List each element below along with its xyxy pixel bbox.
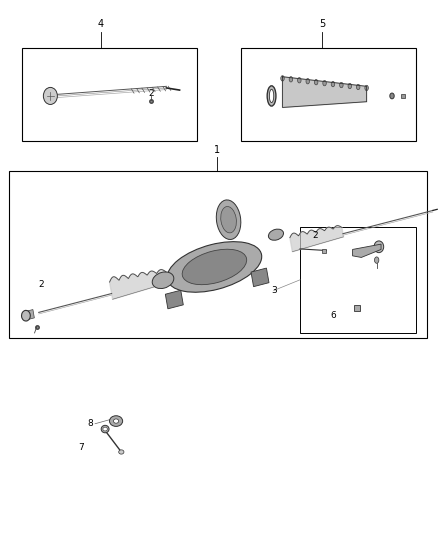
Polygon shape (283, 77, 367, 108)
Ellipse shape (297, 78, 301, 83)
Ellipse shape (216, 200, 241, 239)
Ellipse shape (267, 86, 276, 106)
Ellipse shape (182, 249, 247, 285)
Bar (26, 310, 34, 320)
Ellipse shape (167, 241, 262, 292)
Text: 3: 3 (271, 286, 277, 295)
Polygon shape (110, 270, 168, 300)
Ellipse shape (331, 82, 335, 87)
Bar (22, 48, 197, 141)
Ellipse shape (152, 272, 174, 288)
Ellipse shape (119, 450, 124, 454)
Text: 1: 1 (214, 144, 220, 155)
Ellipse shape (269, 89, 274, 102)
Polygon shape (290, 225, 343, 252)
Text: 2: 2 (313, 231, 318, 240)
Ellipse shape (21, 310, 30, 321)
Text: 7: 7 (78, 443, 84, 452)
Ellipse shape (357, 84, 360, 90)
Ellipse shape (374, 241, 384, 253)
Ellipse shape (101, 425, 109, 433)
Ellipse shape (339, 83, 343, 88)
Text: 6: 6 (330, 311, 336, 320)
Bar (241, 48, 416, 141)
Text: 5: 5 (319, 19, 325, 29)
Ellipse shape (113, 419, 119, 423)
Ellipse shape (221, 206, 237, 233)
Text: 8: 8 (87, 419, 93, 428)
Bar (300, 227, 416, 333)
Ellipse shape (365, 85, 368, 91)
Ellipse shape (110, 416, 123, 426)
Text: 2: 2 (148, 89, 154, 98)
Bar (9, 171, 427, 338)
Ellipse shape (306, 78, 310, 84)
Text: 2: 2 (39, 280, 44, 288)
Ellipse shape (348, 83, 352, 88)
Ellipse shape (314, 79, 318, 85)
Ellipse shape (323, 80, 326, 86)
Ellipse shape (281, 76, 284, 81)
Ellipse shape (268, 229, 283, 240)
Bar (165, 290, 184, 309)
Ellipse shape (43, 87, 57, 104)
Bar (251, 268, 269, 287)
Ellipse shape (289, 77, 293, 82)
Ellipse shape (374, 257, 379, 263)
Text: 4: 4 (98, 19, 104, 29)
Ellipse shape (103, 427, 107, 431)
Ellipse shape (390, 93, 394, 99)
Polygon shape (353, 244, 381, 257)
